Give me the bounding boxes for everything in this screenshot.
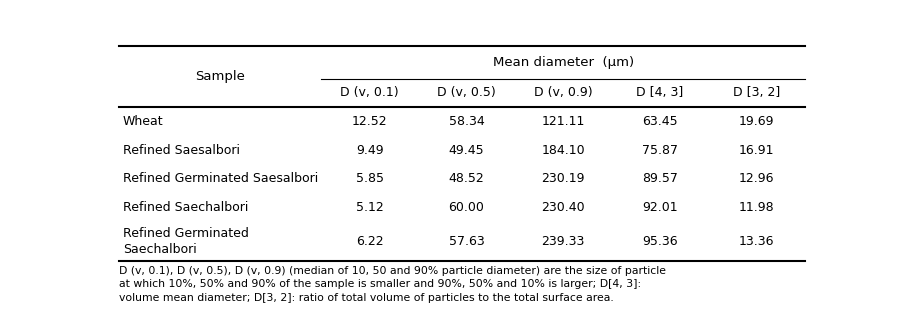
Text: Refined Saesalbori: Refined Saesalbori <box>123 143 240 156</box>
Text: Refined Germinated Saesalbori: Refined Germinated Saesalbori <box>123 172 318 185</box>
Text: 57.63: 57.63 <box>448 235 484 248</box>
Text: 9.49: 9.49 <box>356 143 383 156</box>
Text: 92.01: 92.01 <box>642 201 678 214</box>
Text: D (v, 0.1): D (v, 0.1) <box>340 86 399 99</box>
Text: 13.36: 13.36 <box>739 235 774 248</box>
Text: 12.96: 12.96 <box>739 172 774 185</box>
Text: 75.87: 75.87 <box>642 143 678 156</box>
Text: 58.34: 58.34 <box>448 115 484 128</box>
Text: 60.00: 60.00 <box>448 201 484 214</box>
Text: 89.57: 89.57 <box>642 172 678 185</box>
Text: D (v, 0.1), D (v, 0.5), D (v, 0.9) (median of 10, 50 and 90% particle diameter) : D (v, 0.1), D (v, 0.5), D (v, 0.9) (medi… <box>119 266 666 303</box>
Text: Sample: Sample <box>196 70 245 83</box>
Text: 121.11: 121.11 <box>541 115 585 128</box>
Text: 5.85: 5.85 <box>356 172 383 185</box>
Text: Wheat: Wheat <box>123 115 163 128</box>
Text: D [4, 3]: D [4, 3] <box>636 86 683 99</box>
Text: Mean diameter  (μm): Mean diameter (μm) <box>492 56 634 69</box>
Text: 230.19: 230.19 <box>541 172 585 185</box>
Text: 12.52: 12.52 <box>352 115 388 128</box>
Text: 19.69: 19.69 <box>739 115 774 128</box>
Text: 5.12: 5.12 <box>356 201 383 214</box>
Text: 63.45: 63.45 <box>642 115 678 128</box>
Text: 16.91: 16.91 <box>739 143 774 156</box>
Text: 184.10: 184.10 <box>541 143 585 156</box>
Text: D [3, 2]: D [3, 2] <box>733 86 780 99</box>
Text: 6.22: 6.22 <box>356 235 383 248</box>
Text: 49.45: 49.45 <box>449 143 484 156</box>
Text: D (v, 0.9): D (v, 0.9) <box>533 86 593 99</box>
Text: Refined Saechalbori: Refined Saechalbori <box>123 201 248 214</box>
Text: 48.52: 48.52 <box>448 172 484 185</box>
Text: D (v, 0.5): D (v, 0.5) <box>437 86 496 99</box>
Text: 95.36: 95.36 <box>642 235 678 248</box>
Text: 11.98: 11.98 <box>738 201 774 214</box>
Text: 230.40: 230.40 <box>541 201 585 214</box>
Text: Refined Germinated
Saechalbori: Refined Germinated Saechalbori <box>123 227 249 256</box>
Text: 239.33: 239.33 <box>541 235 585 248</box>
